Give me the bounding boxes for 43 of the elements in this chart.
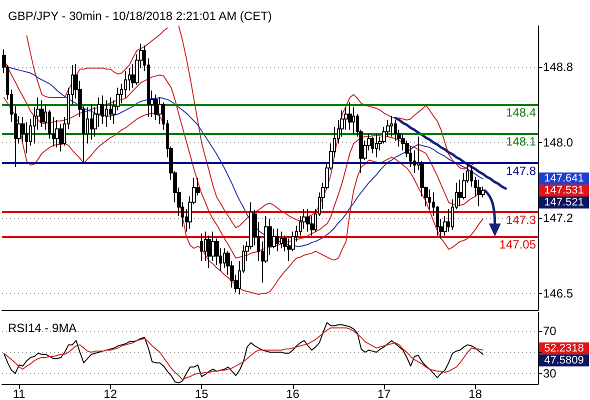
candlestick	[105, 100, 108, 128]
candlestick	[390, 116, 393, 138]
candlestick	[200, 233, 203, 262]
text: 47.5809	[544, 354, 584, 366]
x-tick-label: 12	[104, 387, 118, 400]
candlestick	[40, 100, 44, 128]
x-tick-label: 16	[286, 387, 300, 400]
candlestick	[207, 235, 211, 268]
y-tick-label: 30	[543, 366, 557, 380]
candlestick	[90, 104, 93, 140]
text: 147.521	[544, 196, 584, 209]
y-tick-label: 146.5	[543, 286, 574, 300]
x-tick-label: 11	[12, 387, 26, 400]
ref-line-label: 147.3	[506, 213, 536, 228]
text: RSI14 - 9MA	[8, 321, 77, 335]
x-tick-label: 17	[377, 387, 392, 400]
candlestick	[477, 179, 481, 207]
line-series	[394, 116, 507, 190]
x-tick-label: 18	[468, 387, 482, 400]
ref-line-label: 147.05	[499, 238, 536, 252]
ref-line-label: 147.8	[506, 164, 536, 178]
candlestick	[348, 102, 352, 130]
candlestick	[352, 106, 355, 134]
chart-title: GBP/JPY - 30min - 10/18/2018 2:21:01 AM (CET)	[8, 9, 272, 23]
text: 147.531	[544, 184, 584, 197]
candlestick	[306, 208, 310, 232]
candlestick	[276, 228, 279, 252]
candlestick	[101, 95, 104, 124]
text: 147.641	[544, 172, 584, 185]
ref-line-label: 148.1	[506, 134, 536, 149]
candlestick	[154, 94, 158, 121]
y-tick-label: 148.0	[543, 136, 574, 150]
candlestick	[25, 121, 28, 154]
x-tick-label: 15	[194, 387, 209, 400]
y-tick-label: 148.8	[543, 60, 574, 74]
y-tick-label: 70	[543, 324, 557, 338]
ref-line-label: 148.4	[506, 105, 536, 120]
candlestick	[371, 136, 374, 154]
candlestick	[280, 231, 283, 249]
candlestick	[375, 133, 378, 158]
text: 52.2318	[544, 342, 584, 354]
candlestick	[55, 120, 59, 148]
y-tick-label: 147.2	[543, 210, 574, 225]
